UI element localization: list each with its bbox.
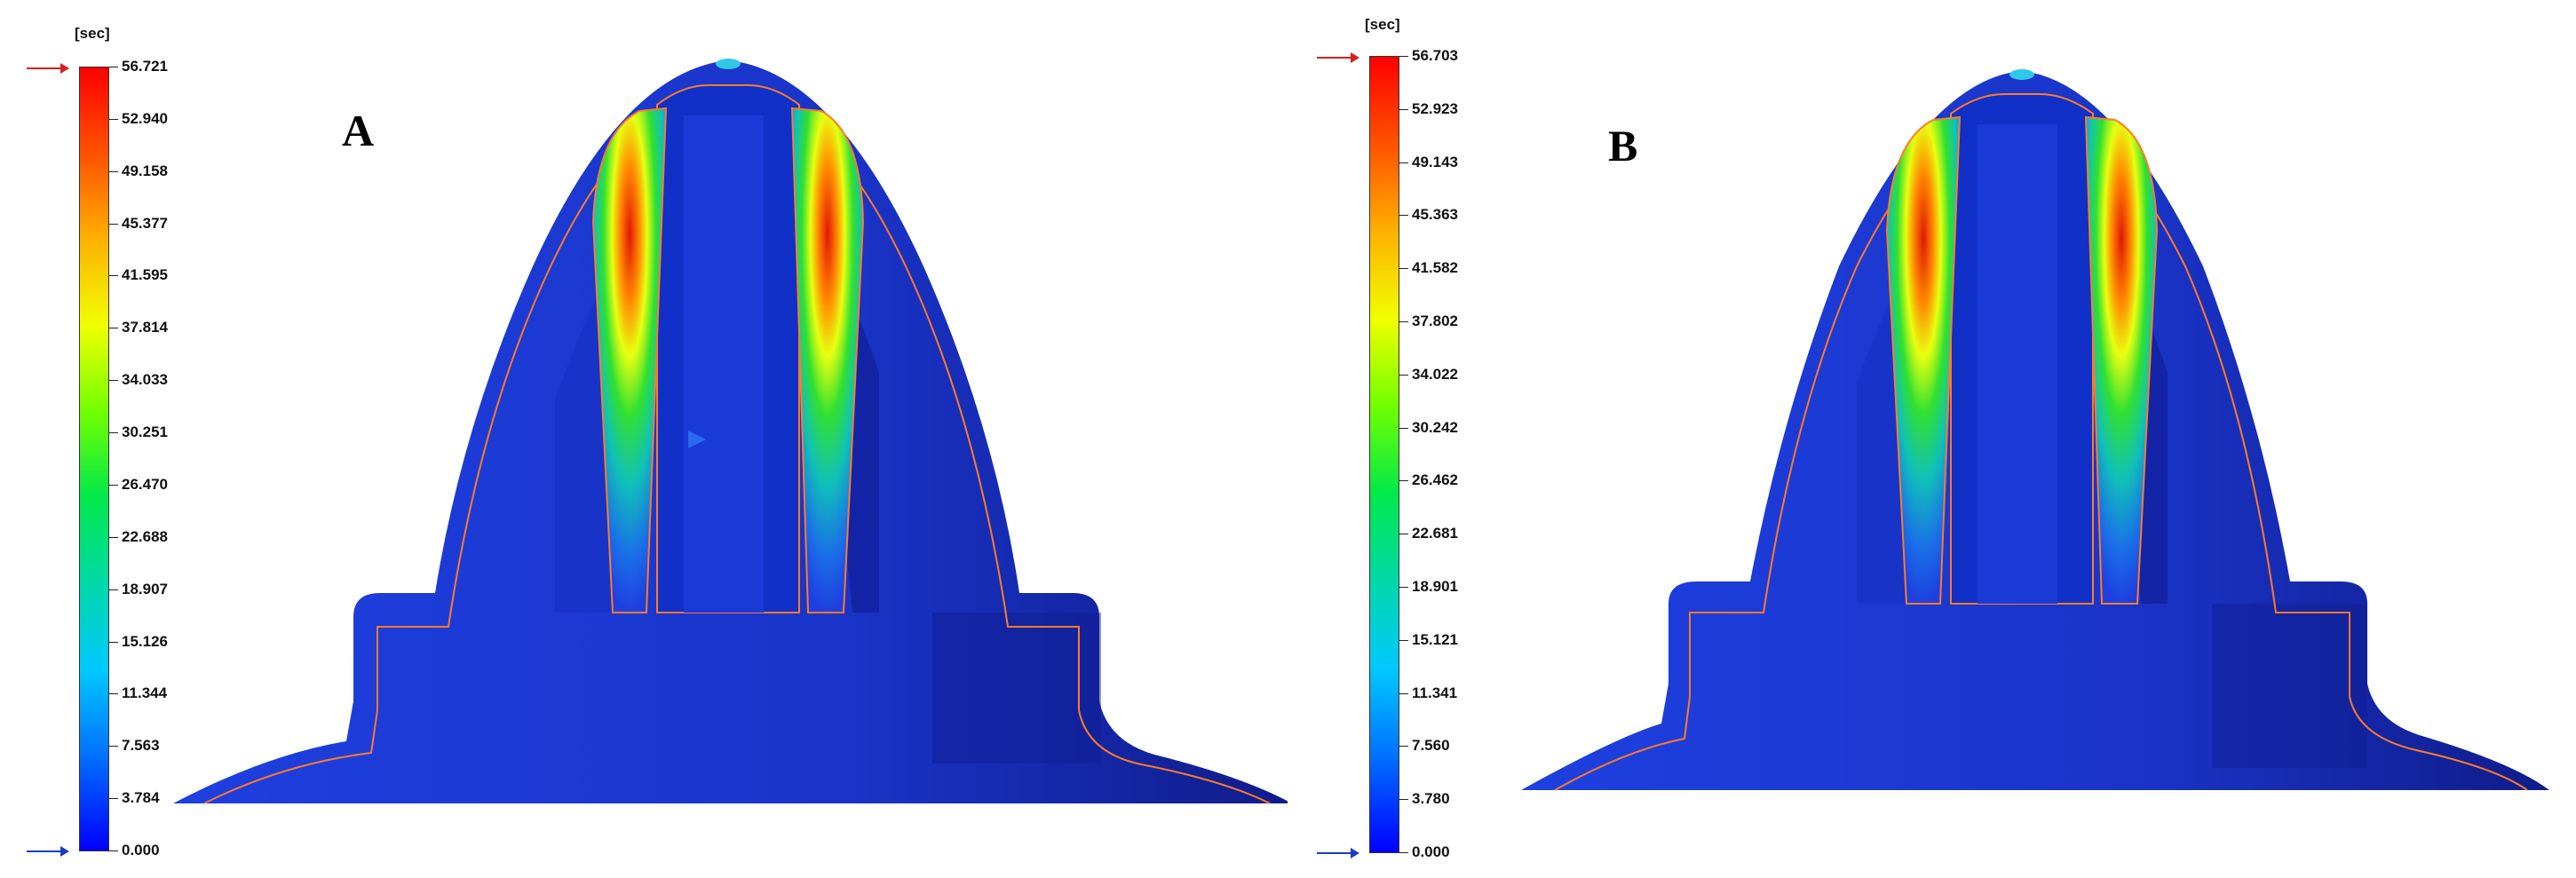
- lower-right-shade: [2212, 604, 2367, 768]
- colorbar-tick-label: 37.814: [122, 319, 168, 336]
- colorbar-unit: [sec]: [1365, 16, 1400, 33]
- colorbar-tick-label: 26.470: [122, 475, 168, 493]
- colorbar-tick-label: 11.341: [1412, 684, 1458, 701]
- colorbar-tick: [1399, 852, 1408, 853]
- colorbar-tick-label: 18.901: [1412, 578, 1458, 595]
- colorbar-tick: [109, 798, 118, 800]
- colorbar-tick: [1399, 268, 1408, 270]
- max-indicator-arrow: [27, 63, 69, 74]
- colorbar-tick: [109, 641, 118, 643]
- colorbar-tick: [109, 118, 118, 120]
- colorbar-tick-label: 52.940: [122, 109, 168, 127]
- colorbar-tick-label: 49.143: [1412, 153, 1458, 170]
- colorbar-tick: [1399, 321, 1408, 322]
- colorbar: [79, 67, 109, 851]
- panel-label: A: [342, 106, 375, 155]
- colorbar-tick-label: 7.560: [1412, 737, 1450, 755]
- fill-time-plot: [173, 59, 1288, 804]
- colorbar-tick-label: 3.784: [122, 789, 160, 807]
- colorbar-tick-label: 11.344: [122, 684, 168, 702]
- colorbar-tick: [1399, 746, 1408, 747]
- flow-marker: [688, 431, 706, 448]
- lower-right-shade: [932, 613, 1101, 763]
- fill-time-plot: [1521, 69, 2549, 791]
- colorbar-tick-label: 34.022: [1412, 365, 1458, 383]
- gate: [716, 59, 741, 69]
- colorbar-tick: [109, 850, 118, 851]
- colorbar-tick: [1399, 692, 1408, 694]
- colorbar-tick: [1399, 639, 1408, 641]
- colorbar-tick-label: 56.721: [122, 58, 168, 75]
- colorbar-tick-label: 0.000: [122, 842, 160, 858]
- gate: [2009, 69, 2034, 80]
- colorbar-tick: [109, 746, 118, 747]
- hot-wedge-left: [1885, 115, 1962, 605]
- colorbar-tick: [109, 432, 118, 434]
- colorbar-tick-label: 22.681: [1412, 525, 1458, 542]
- colorbar-tick: [1399, 427, 1408, 429]
- colorbar-tick-label: 22.688: [122, 527, 168, 545]
- colorbar-tick-label: 26.462: [1412, 471, 1458, 489]
- colorbar-tick: [109, 223, 118, 225]
- colorbar-tick: [1399, 374, 1408, 376]
- colorbar-tick: [109, 589, 118, 590]
- colorbar-tick-label: 49.158: [122, 162, 168, 179]
- colorbar-tick-label: 15.126: [122, 632, 168, 650]
- panel-a: [sec] A: [27, 25, 1288, 858]
- colorbar-tick: [109, 380, 118, 382]
- colorbar-tick: [1399, 799, 1408, 801]
- colorbar-tick-label: 15.121: [1412, 630, 1458, 648]
- colorbar-tick-label: 37.802: [1412, 312, 1458, 329]
- colorbar-tick-label: 3.780: [1412, 790, 1450, 808]
- hot-wedge-right: [2084, 115, 2159, 605]
- colorbar-tick-label: 56.703: [1412, 47, 1458, 64]
- colorbar-tick-label: 41.582: [1412, 259, 1458, 277]
- colorbar-tick: [1399, 215, 1408, 217]
- colorbar-tick-label: 34.033: [122, 371, 168, 389]
- colorbar-tick-label: 30.251: [122, 423, 168, 441]
- min-indicator-arrow: [1317, 848, 1359, 858]
- panel-label: B: [1608, 121, 1638, 170]
- colorbar-tick: [109, 275, 118, 277]
- colorbar-unit: [sec]: [75, 25, 110, 42]
- colorbar-tick-label: 52.923: [1412, 99, 1458, 117]
- colorbar-tick-label: 30.242: [1412, 418, 1458, 436]
- colorbar-tick: [109, 170, 118, 172]
- colorbar-tick: [109, 536, 118, 538]
- min-indicator-arrow: [27, 846, 69, 857]
- colorbar-tick: [109, 693, 118, 695]
- panel-b: [sec] B: [1288, 0, 2576, 878]
- colorbar-tick: [1399, 108, 1408, 110]
- colorbar-tick: [1399, 56, 1408, 57]
- colorbar-tick: [1399, 480, 1408, 482]
- hot-wedge-right: [790, 107, 865, 613]
- colorbar-tick-label: 45.363: [1412, 206, 1458, 224]
- colorbar-tick-label: 0.000: [1412, 843, 1450, 860]
- colorbar-tick-label: 7.563: [122, 737, 160, 755]
- colorbar-tick: [109, 484, 118, 486]
- colorbar-tick-label: 18.907: [122, 580, 168, 597]
- colorbar-tick-label: 45.377: [122, 214, 168, 232]
- colorbar: [1369, 56, 1399, 853]
- colorbar-tick: [1399, 587, 1408, 588]
- hot-wedge-left: [591, 107, 668, 613]
- max-indicator-arrow: [1317, 52, 1359, 63]
- colorbar-tick-label: 41.595: [122, 266, 168, 284]
- colorbar-tick: [1399, 162, 1408, 163]
